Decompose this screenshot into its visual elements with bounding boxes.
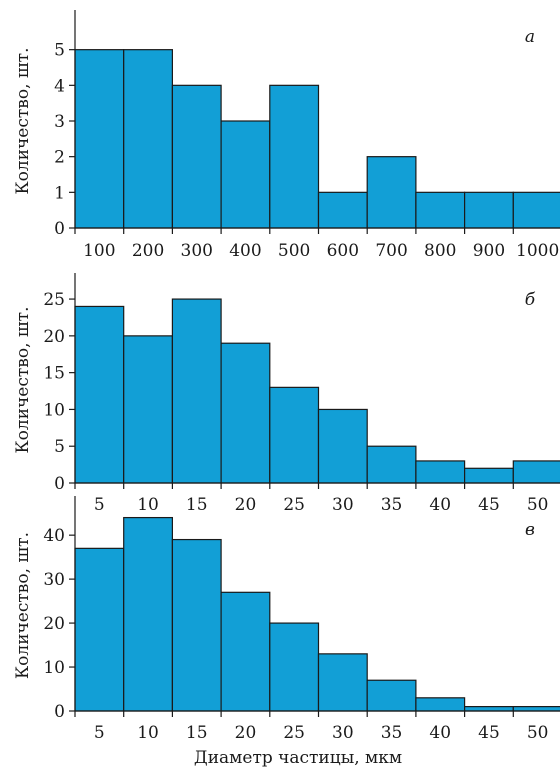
histogram-bar [415,697,466,712]
x-tick-label: 200 [132,241,164,261]
histogram-bar [171,84,222,229]
x-tick-label: 30 [332,495,354,515]
panel-letter: б [525,290,536,310]
x-tick-label: 30 [332,723,354,743]
x-tick-label: 500 [278,241,310,261]
histogram-bar [317,653,368,712]
x-tick-label: 5 [94,723,105,743]
y-axis-title: Количество, шт. [13,48,33,195]
y-tick-label: 15 [43,364,65,384]
x-tick-label: 10 [137,723,159,743]
histogram-bar [171,298,222,484]
histogram-bar [512,191,560,229]
histogram-bar [74,305,125,484]
histogram-panel-1: 0 1 2 3 4 5 100 200 300 400 500 600 700 800 900 1000 Кол… [13,10,560,261]
histogram-bar [366,679,417,712]
x-tick-label: 20 [235,723,257,743]
panel-letter: а [525,27,535,47]
histogram-bar [269,386,320,484]
histogram-bar [269,622,320,712]
histogram-bar [220,120,271,229]
x-axis-title: Диаметр частицы, мкм [194,748,402,768]
x-tick-label: 900 [473,241,505,261]
y-tick-label: 10 [43,400,65,420]
histogram-bar [123,516,173,712]
histogram-bar [74,547,125,712]
histogram-bar [171,538,222,712]
x-tick-label: 400 [229,241,261,261]
y-axis-title: Количество, шт. [13,532,33,679]
histogram-bar [123,335,173,484]
histogram-bar [366,445,417,484]
y-tick-label: 2 [54,148,65,168]
x-tick-label: 40 [429,723,451,743]
x-tick-label: 40 [429,495,451,515]
histogram-bar [512,705,560,712]
y-tick-label: 1 [54,183,65,203]
x-tick-label: 100 [83,241,115,261]
x-tick-label: 10 [137,495,159,515]
histogram-bar [220,591,271,712]
x-tick-label: 25 [283,723,305,743]
histogram-panel-2: 0 5 10 15 20 25 5 10 15 20 25 30 35 40 45 50 Количество,… [13,273,560,515]
y-tick-label: 25 [43,290,65,310]
histogram-bar [512,460,560,484]
y-tick-label: 3 [54,112,65,132]
histogram-bar [123,49,173,229]
histogram-bar [317,408,368,484]
x-tick-label: 300 [181,241,213,261]
x-tick-label: 1000 [516,241,559,261]
x-tick-label: 600 [327,241,359,261]
y-tick-label: 0 [54,702,65,722]
histogram-bar [269,84,320,229]
x-tick-label: 35 [381,723,403,743]
x-tick-label: 35 [381,495,403,515]
histogram-bar [317,191,368,229]
histogram-bar [464,191,514,229]
x-tick-label: 700 [375,241,407,261]
y-tick-label: 20 [43,614,65,634]
y-tick-label: 20 [43,327,65,347]
y-tick-label: 0 [54,474,65,494]
histogram-bar [74,49,125,229]
y-tick-label: 4 [54,76,65,96]
x-tick-label: 25 [283,495,305,515]
x-tick-label: 45 [478,723,500,743]
histogram-panel-3: 0 10 20 30 40 5 10 15 20 25 30 35 40 45 50 Количество, … [13,496,560,743]
y-tick-label: 5 [54,437,65,457]
x-tick-label: 15 [186,495,208,515]
x-tick-label: 50 [527,723,549,743]
y-tick-label: 30 [43,570,65,590]
histogram-bar [415,460,466,484]
x-tick-label: 45 [478,495,500,515]
y-axis-title: Количество, шт. [13,307,33,454]
x-tick-label: 5 [94,495,105,515]
panel-letter: в [525,520,535,540]
x-tick-label: 50 [527,495,549,515]
y-tick-label: 40 [43,526,65,546]
histogram-bar [366,156,417,229]
y-tick-label: 5 [54,41,65,61]
histogram-bar [415,191,466,229]
histogram-bar [220,342,271,484]
y-tick-label: 0 [54,219,65,239]
x-tick-label: 15 [186,723,208,743]
histogram-bar [464,467,514,484]
x-tick-label: 800 [424,241,456,261]
histogram-bar [464,705,514,712]
x-tick-label: 20 [235,495,257,515]
y-tick-label: 10 [43,658,65,678]
